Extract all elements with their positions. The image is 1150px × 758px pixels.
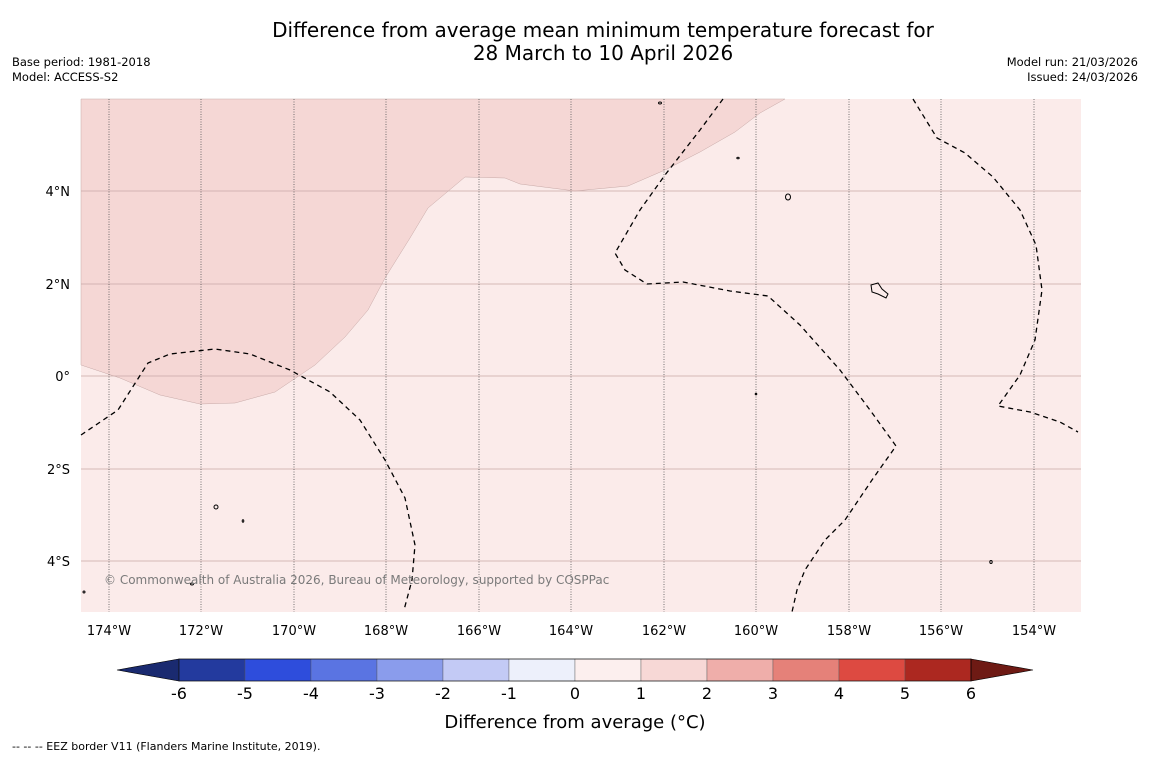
colorbar-tick-label: 6 (966, 684, 976, 703)
colorbar-outline (178, 658, 972, 682)
colorbar-segment (244, 658, 312, 682)
lon-label-154w: 154°W (1012, 624, 1056, 639)
islands (82, 101, 993, 594)
colorbar-segment (508, 658, 576, 682)
colorbar-tick-label: 4 (834, 684, 844, 703)
colorbar-segment (640, 658, 708, 682)
longitude-gridlines (108, 99, 1035, 612)
eez-border-east (912, 98, 1079, 433)
lon-label-174w: 174°W (87, 624, 131, 639)
colorbar-segment (442, 658, 510, 682)
lon-label-170w: 170°W (272, 624, 316, 639)
island-jarvis-area (785, 193, 791, 201)
island-equator (754, 392, 758, 396)
island-far-west (82, 590, 86, 594)
copyright-text: © Commonwealth of Australia 2026, Bureau… (104, 573, 609, 587)
latitude-gridlines (81, 190, 1081, 562)
lat-label-4s: 4°S (47, 555, 70, 570)
eez-border-central (614, 98, 897, 613)
colorbar-segment (310, 658, 378, 682)
colorbar-segment (772, 658, 840, 682)
colorbar-segment (838, 658, 906, 682)
colorbar-under-arrow (116, 658, 180, 682)
colorbar-tick-label: -1 (501, 684, 517, 703)
colorbar-tick-label: -4 (303, 684, 319, 703)
lat-label-2n: 2°N (46, 278, 71, 293)
meta-right: Model run: 21/03/2026 Issued: 24/03/2026 (1007, 55, 1138, 85)
lon-label-164w: 164°W (549, 624, 593, 639)
colorbar-over-arrow (970, 658, 1034, 682)
colorbar-tick-label: 1 (636, 684, 646, 703)
island-southwest-2 (241, 519, 245, 523)
colorbar-tick-label: 3 (768, 684, 778, 703)
colorbar-tick-label: -6 (171, 684, 187, 703)
colorbar-segment (574, 658, 642, 682)
eez-border-west (80, 348, 416, 611)
lon-label-172w: 172°W (179, 624, 223, 639)
title-line-2: 28 March to 10 April 2026 (472, 41, 734, 65)
colorbar-tick-label: 5 (900, 684, 910, 703)
colorbar-tick-label: 0 (570, 684, 580, 703)
colorbar-segment (904, 658, 972, 682)
model-text: Model: ACCESS-S2 (12, 70, 119, 84)
anomaly-region-1-2 (80, 98, 786, 405)
map-title: Difference from average mean minimum tem… (200, 19, 1006, 65)
model-run-text: Model run: 21/03/2026 (1006, 55, 1138, 69)
latitude-labels: 4°N 2°N 0° 2°S 4°S (46, 185, 71, 570)
lon-label-166w: 166°W (457, 624, 501, 639)
meta-left: Base period: 1981-2018 Model: ACCESS-S2 (12, 55, 151, 85)
title-line-1: Difference from average mean minimum tem… (272, 18, 934, 42)
colorbar-segment (178, 658, 246, 682)
lat-label-0: 0° (55, 370, 70, 385)
colorbar-tick-labels: -6 -5 -4 -3 -2 -1 0 1 2 3 4 5 6 (171, 684, 976, 703)
colorbar-segment (706, 658, 774, 682)
colorbar-tick-label: -2 (435, 684, 451, 703)
issued-text: Issued: 24/03/2026 (1027, 70, 1138, 84)
island-southwest-1 (213, 504, 219, 510)
island-north-2 (736, 156, 740, 160)
island-north-1 (658, 101, 662, 105)
colorbar-title: Difference from average (°C) (444, 712, 705, 733)
longitude-labels: 174°W 172°W 170°W 168°W 166°W 164°W 162°… (87, 624, 1056, 639)
colorbar-segments (178, 658, 972, 682)
lon-label-160w: 160°W (734, 624, 778, 639)
eez-borders (80, 98, 1079, 613)
colorbar-segment (376, 658, 444, 682)
lon-label-156w: 156°W (919, 624, 963, 639)
island-southeast (989, 560, 993, 564)
colorbar-tick-label: 2 (702, 684, 712, 703)
island-southwest-3 (190, 582, 194, 586)
lon-label-162w: 162°W (642, 624, 686, 639)
colorbar-tick-label: -5 (237, 684, 253, 703)
eez-note: -- -- -- EEZ border V11 (Flanders Marine… (12, 740, 321, 753)
colorbar-tick-label: -3 (369, 684, 385, 703)
colorbar: -6 -5 -4 -3 -2 -1 0 1 2 3 4 5 6 Difference from aver… (116, 658, 1034, 733)
lon-label-168w: 168°W (364, 624, 408, 639)
lon-label-158w: 158°W (827, 624, 871, 639)
base-period-text: Base period: 1981-2018 (12, 55, 151, 69)
island-kiritimati (870, 282, 889, 299)
lat-label-2s: 2°S (47, 463, 70, 478)
lat-label-4n: 4°N (46, 185, 71, 200)
